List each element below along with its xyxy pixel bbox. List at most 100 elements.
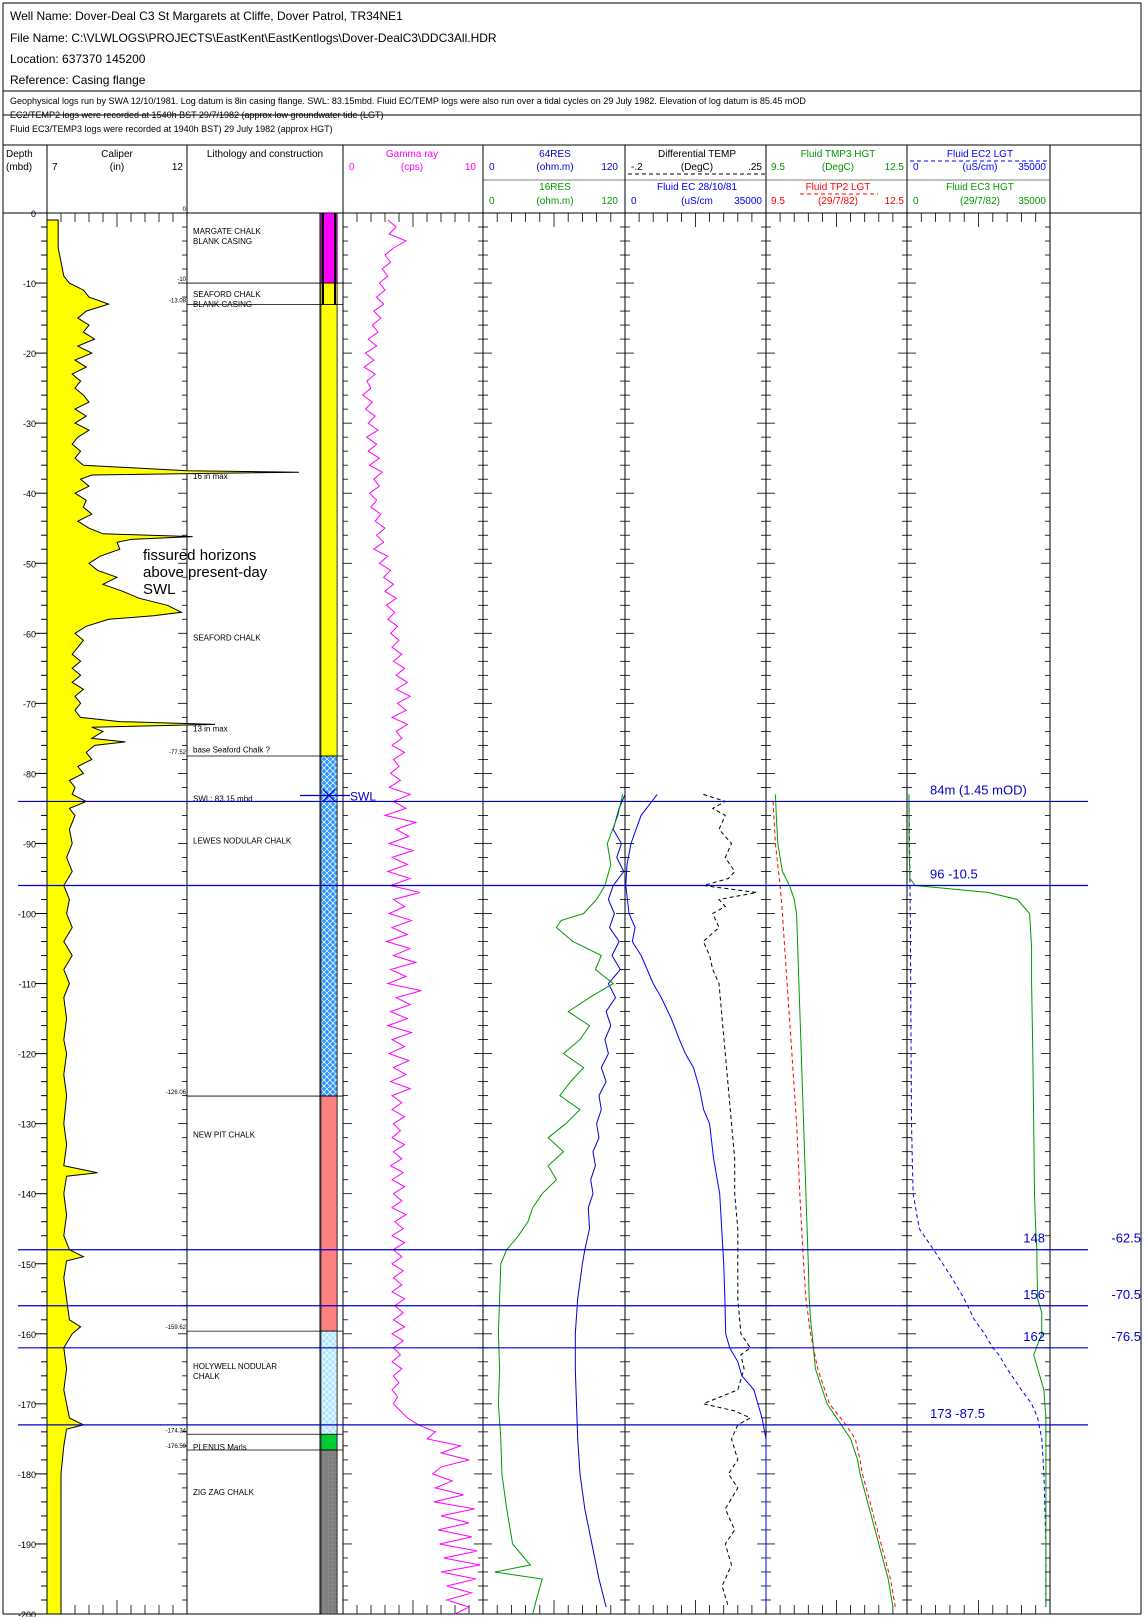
res-track-header: 64RES 0 (ohm.m) 120 16RES 0 (ohm.m) 120 — [489, 149, 618, 207]
ec3-min: 0 — [913, 196, 919, 207]
lithology-annotation: BLANK CASING — [193, 237, 252, 246]
ec3-unit: (29/7/82) — [960, 196, 1000, 207]
depth-tick-label: 0 — [31, 209, 36, 219]
file-name: File Name: C:\VLWLOGS\PROJECTS\EastKent\… — [10, 31, 497, 45]
lithology-annotation: CHALK — [193, 1372, 220, 1381]
lithology-annotation: BLANK CASING — [193, 300, 252, 309]
depth-tick-label: -130 — [18, 1120, 36, 1130]
fluid-ec2-curve — [908, 794, 1047, 1607]
reference: Reference: Casing flange — [10, 73, 146, 87]
tmp3-title: Fluid TMP3 HGT — [801, 149, 876, 160]
depth-tick-label: -110 — [19, 980, 36, 990]
depth-tick-label: -90 — [23, 839, 36, 849]
boundary-depth-label: -159.62 — [166, 1325, 187, 1331]
tmp3-min: 9.5 — [771, 162, 785, 173]
lithology-column: 0 -10 -13.08 -77.52 -126.06 -159.62 -174.34 -17… — [166, 207, 343, 1615]
differential-temp-curve — [701, 793, 757, 1608]
ec81-max: 35000 — [734, 196, 762, 207]
depth-tick-label: -70 — [23, 699, 36, 709]
caliper-fill-area — [46, 219, 300, 1615]
swl-label: SWL — [350, 789, 376, 803]
lithology-annotation: 16 in max — [193, 472, 228, 481]
depth-tick-label: -30 — [23, 419, 36, 429]
depth-tick-label: -50 — [23, 559, 36, 569]
ec81-title: Fluid EC 28/10/81 — [657, 182, 737, 193]
boundary-depth-label: 0 — [183, 207, 187, 213]
boundary-depth-label: -126.06 — [166, 1090, 187, 1096]
ec81-unit: (uS/cm — [681, 196, 713, 207]
ec2-unit: (uS/cm) — [963, 162, 998, 173]
boundary-depth-label: -176.59 — [166, 1444, 187, 1450]
boundary-depth-label: -77.52 — [169, 750, 187, 756]
marker-label-od: -70.5 — [1111, 1287, 1141, 1302]
depth-tick-label: -60 — [23, 629, 36, 639]
note-line-3: Fluid EC3/TEMP3 logs were recorded at 19… — [10, 124, 333, 134]
lithology-annotation: MARGATE CHALK — [193, 227, 262, 236]
ec-track-header: Fluid EC2 LGT 0 (uS/cm) 35000 Fluid EC3 … — [910, 149, 1050, 207]
marker-label: 148 — [1023, 1231, 1045, 1246]
boundary-depth-label: -10 — [177, 277, 186, 283]
lithology-annotation: SWL: 83.15 mbd — [193, 794, 253, 803]
well-name: Well Name: Dover-Deal C3 St Margarets at… — [10, 9, 403, 23]
ec3-title: Fluid EC3 HGT — [946, 182, 1014, 193]
depth-tick-label: -20 — [23, 349, 36, 359]
depth-tick-label: -160 — [18, 1330, 36, 1340]
lithology-track-header: Lithology and construction — [207, 149, 323, 160]
res64-unit: (ohm.m) — [536, 162, 573, 173]
marker-label: 173 -87.5 — [930, 1406, 985, 1421]
lithology-unit — [320, 1449, 338, 1615]
gamma-min: 0 — [349, 162, 355, 173]
gamma-title: Gamma ray — [386, 149, 438, 160]
depth-tick-label: -200 — [18, 1610, 36, 1617]
tmp3-unit: (DegC) — [822, 162, 854, 173]
caliper-series — [46, 219, 300, 1615]
marker-label: 84m (1.45 mOD) — [930, 782, 1027, 797]
tp2-max: 12.5 — [885, 196, 905, 207]
lithology-annotation: base Seaford Chalk ? — [193, 745, 270, 754]
dtemp-unit: (DegC) — [681, 162, 713, 173]
lithology-annotation: PLENUS Marls — [193, 1443, 247, 1452]
res16-curve — [494, 794, 624, 1615]
dtemp-max: .25 — [748, 162, 762, 173]
note-line-2: EC2/TEMP2 logs were recorded at 1540h BS… — [10, 110, 384, 120]
depth-tick-label: -140 — [18, 1190, 36, 1200]
header-box — [2, 2, 1142, 116]
res16-max: 120 — [601, 196, 618, 207]
res64-curve — [574, 794, 626, 1608]
marker-label: 156 — [1023, 1287, 1045, 1302]
lithology-annotation: ZIG ZAG CHALK — [193, 1488, 255, 1497]
gamma-max: 10 — [465, 162, 477, 173]
lithology-annotation: SEAFORD CHALK — [193, 633, 261, 642]
tp2-unit: (29/7/82) — [818, 196, 858, 207]
res64-min: 0 — [489, 162, 495, 173]
depth-tick-label: -40 — [23, 489, 36, 499]
depth-tick-label: -10 — [23, 279, 36, 289]
res16-title: 16RES — [539, 182, 571, 193]
lithology-annotation: NEW PIT CHALK — [193, 1131, 256, 1140]
ec2-min: 0 — [913, 162, 919, 173]
dtemp-title: Differential TEMP — [658, 149, 736, 160]
res64-title: 64RES — [539, 149, 571, 160]
lithology-unit — [320, 1433, 338, 1451]
ec81-min: 0 — [631, 196, 637, 207]
note-line-1: Geophysical logs run by SWA 12/10/1981. … — [10, 96, 806, 106]
lithology-unit — [320, 1095, 338, 1332]
fluid-tp2-curve — [772, 801, 896, 1608]
fluid-ec3-curve — [908, 794, 1047, 1607]
res64-max: 120 — [601, 162, 618, 173]
dtemp-min: -.2 — [631, 162, 643, 173]
caliper-max: 12 — [172, 162, 184, 173]
caliper-unit: (in) — [110, 162, 124, 173]
lithology-annotation: LEWES NODULAR CHALK — [193, 836, 292, 845]
depth-tick-label: -80 — [23, 769, 36, 779]
marker-label-od: -76.5 — [1111, 1329, 1141, 1344]
depth-tick-label: -180 — [18, 1470, 36, 1480]
res16-unit: (ohm.m) — [536, 196, 573, 207]
depth-tick-label: -190 — [18, 1540, 36, 1550]
tp2-title: Fluid TP2 LGT — [806, 182, 871, 193]
depth-tick-label: -150 — [18, 1260, 36, 1270]
depth-unit: (mbd) — [6, 162, 32, 173]
track-frame — [2, 144, 1142, 1615]
marker-label: 162 — [1023, 1329, 1045, 1344]
depth-tick-label: -100 — [18, 910, 36, 920]
